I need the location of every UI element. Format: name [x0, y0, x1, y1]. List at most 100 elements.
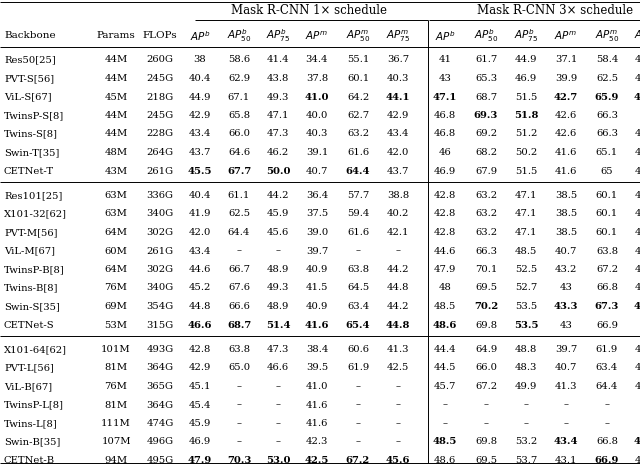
Text: –: –: [275, 438, 280, 446]
Text: 44.9: 44.9: [515, 55, 537, 64]
Text: 42.9: 42.9: [189, 111, 211, 120]
Text: 62.9: 62.9: [228, 74, 250, 83]
Text: 69.3: 69.3: [474, 111, 498, 120]
Text: 34.4: 34.4: [306, 55, 328, 64]
Text: 69M: 69M: [104, 302, 127, 311]
Text: 49.3: 49.3: [267, 283, 289, 293]
Text: 69.8: 69.8: [475, 438, 497, 446]
Text: 43: 43: [559, 283, 572, 293]
Text: 42.6: 42.6: [635, 345, 640, 354]
Text: X101-32[62]: X101-32[62]: [4, 210, 67, 219]
Text: 66.3: 66.3: [596, 130, 618, 138]
Text: 41.4: 41.4: [267, 55, 289, 64]
Text: $AP^m$: $AP^m$: [305, 30, 328, 42]
Text: 43.4: 43.4: [387, 130, 409, 138]
Text: 66.3: 66.3: [596, 111, 618, 120]
Text: Swin-B[35]: Swin-B[35]: [4, 438, 60, 446]
Text: ViL-M[67]: ViL-M[67]: [4, 247, 55, 255]
Text: 47.1: 47.1: [267, 111, 289, 120]
Text: TwinsP-B[8]: TwinsP-B[8]: [4, 265, 65, 274]
Text: 51.2: 51.2: [515, 130, 537, 138]
Text: 64.4: 64.4: [346, 166, 371, 176]
Text: 48: 48: [438, 283, 451, 293]
Text: 76M: 76M: [104, 283, 127, 293]
Text: $AP^m_{50}$: $AP^m_{50}$: [595, 28, 620, 44]
Text: –: –: [275, 382, 280, 391]
Text: 53.7: 53.7: [515, 456, 537, 465]
Text: 43.4: 43.4: [189, 247, 211, 255]
Text: 63.2: 63.2: [475, 228, 497, 237]
Text: 364G: 364G: [147, 400, 173, 410]
Text: 48.5: 48.5: [433, 438, 457, 446]
Text: 39.7: 39.7: [306, 247, 328, 255]
Text: Params: Params: [97, 32, 136, 41]
Text: 44M: 44M: [104, 130, 127, 138]
Text: 40.4: 40.4: [189, 74, 211, 83]
Text: 62.5: 62.5: [596, 74, 618, 83]
Text: 43: 43: [559, 321, 572, 329]
Text: 42.8: 42.8: [434, 210, 456, 219]
Text: 66.0: 66.0: [475, 363, 497, 372]
Text: $AP^b_{75}$: $AP^b_{75}$: [514, 27, 538, 44]
Text: 61.9: 61.9: [596, 345, 618, 354]
Text: 40.9: 40.9: [306, 302, 328, 311]
Text: 46.6: 46.6: [267, 363, 289, 372]
Text: 245G: 245G: [147, 111, 173, 120]
Text: 46.4: 46.4: [635, 456, 640, 465]
Text: $AP^m_{75}$: $AP^m_{75}$: [386, 28, 410, 44]
Text: 55.1: 55.1: [347, 55, 369, 64]
Text: –: –: [275, 419, 280, 428]
Text: 60.6: 60.6: [347, 345, 369, 354]
Text: 43.8: 43.8: [267, 74, 289, 83]
Text: 46.6: 46.6: [635, 283, 640, 293]
Text: 46.9: 46.9: [515, 74, 537, 83]
Text: 41.3: 41.3: [635, 228, 640, 237]
Text: 44M: 44M: [104, 111, 127, 120]
Text: 68.7: 68.7: [227, 321, 251, 329]
Text: 302G: 302G: [147, 228, 173, 237]
Text: 76M: 76M: [104, 382, 127, 391]
Text: PVT-L[56]: PVT-L[56]: [4, 363, 54, 372]
Text: 66.8: 66.8: [596, 438, 618, 446]
Text: 69.5: 69.5: [475, 283, 497, 293]
Text: 41.3: 41.3: [635, 191, 640, 200]
Text: –: –: [524, 419, 529, 428]
Text: 53.5: 53.5: [514, 321, 538, 329]
Text: 94M: 94M: [104, 456, 127, 465]
Text: $AP^b_{50}$: $AP^b_{50}$: [227, 27, 252, 44]
Text: 66.3: 66.3: [475, 247, 497, 255]
Text: 66.7: 66.7: [228, 265, 250, 274]
Text: Twins-S[8]: Twins-S[8]: [4, 130, 58, 138]
Text: 41.6: 41.6: [555, 148, 577, 157]
Text: –: –: [483, 419, 488, 428]
Text: 63M: 63M: [104, 210, 127, 219]
Text: 42.8: 42.8: [434, 228, 456, 237]
Text: 44M: 44M: [104, 55, 127, 64]
Text: 336G: 336G: [147, 191, 173, 200]
Text: 44.9: 44.9: [189, 92, 211, 102]
Text: 40.2: 40.2: [387, 210, 409, 219]
Text: PVT-S[56]: PVT-S[56]: [4, 74, 54, 83]
Text: 44.2: 44.2: [387, 265, 409, 274]
Text: 315G: 315G: [147, 321, 173, 329]
Text: 64.4: 64.4: [228, 228, 250, 237]
Text: 46.6: 46.6: [634, 302, 640, 311]
Text: –: –: [237, 382, 241, 391]
Text: –: –: [355, 438, 360, 446]
Text: 44.2: 44.2: [387, 302, 409, 311]
Text: 44.8: 44.8: [387, 283, 409, 293]
Text: 45.5: 45.5: [188, 166, 212, 176]
Text: 44.8: 44.8: [635, 148, 640, 157]
Text: 65: 65: [601, 166, 613, 176]
Text: 57.7: 57.7: [347, 191, 369, 200]
Text: 47.1: 47.1: [515, 228, 537, 237]
Text: 58.6: 58.6: [228, 55, 250, 64]
Text: 61.1: 61.1: [228, 191, 250, 200]
Text: Swin-T[35]: Swin-T[35]: [4, 148, 60, 157]
Text: –: –: [396, 247, 401, 255]
Text: –: –: [237, 400, 241, 410]
Text: 60.1: 60.1: [347, 74, 369, 83]
Text: 40.7: 40.7: [306, 166, 328, 176]
Text: 44.7: 44.7: [635, 166, 640, 176]
Text: 43.7: 43.7: [387, 166, 409, 176]
